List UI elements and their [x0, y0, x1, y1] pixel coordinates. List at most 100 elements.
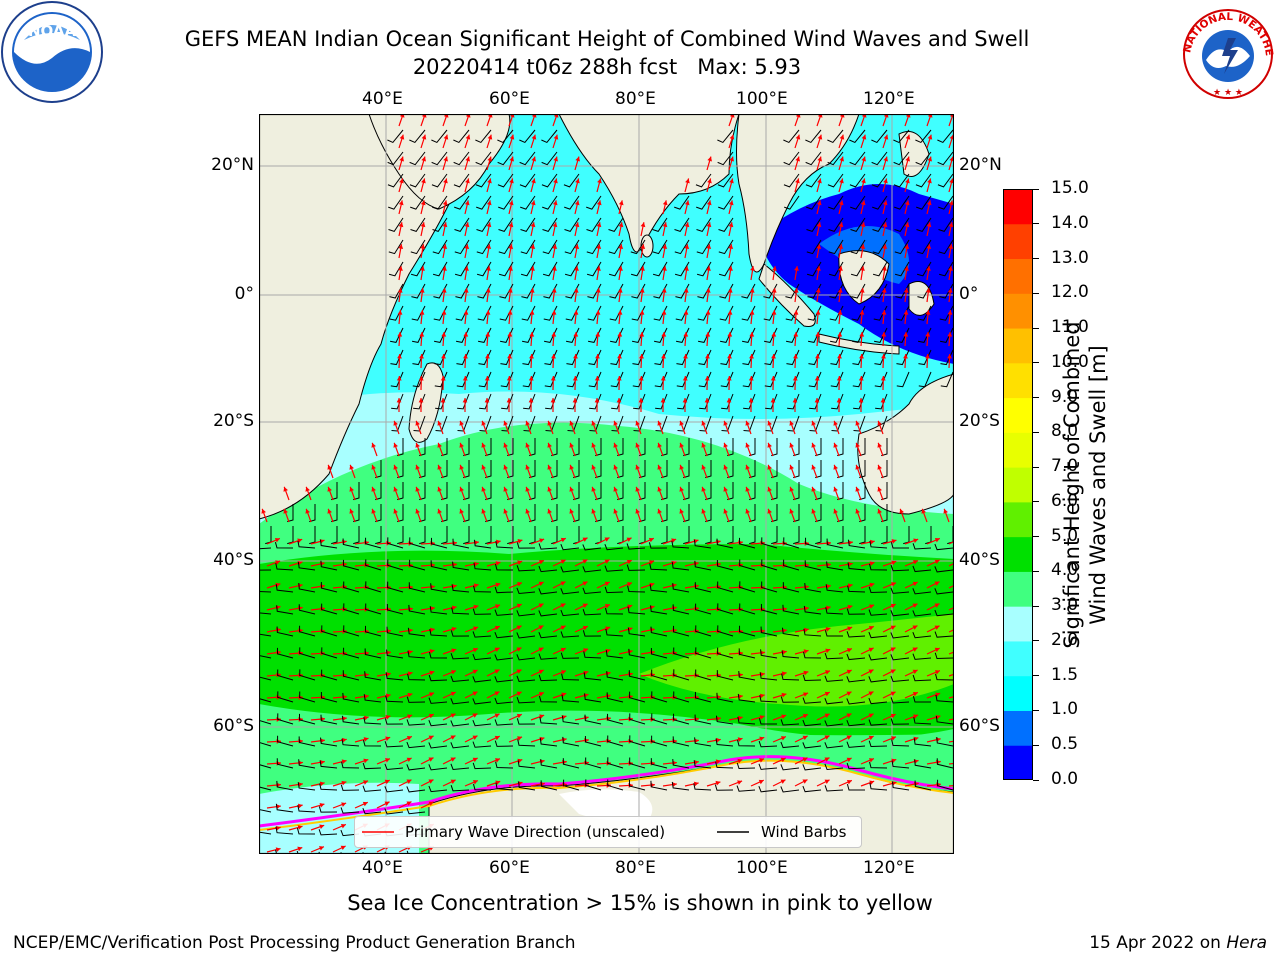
wave-direction-arrowhead [825, 605, 831, 611]
wave-direction-arrow [948, 562, 954, 567]
wave-direction-arrowhead [428, 779, 434, 784]
wind-barb [654, 349, 668, 366]
lon-tick-top-120e: 120°E [863, 89, 915, 109]
wave-direction-arrowhead [385, 693, 391, 699]
wind-barb [654, 371, 668, 388]
map-legend: Primary Wave Direction (unscaled) Wind B… [354, 816, 862, 848]
wave-direction-arrowhead [574, 200, 580, 206]
wind-barb [408, 604, 426, 615]
wave-direction-arrowhead [560, 670, 566, 675]
wave-direction-arrowhead [551, 288, 557, 293]
wind-barb [781, 673, 800, 681]
wind-barb [606, 671, 624, 681]
wave-direction-arrowhead [503, 486, 508, 492]
wave-direction-arrowhead [569, 442, 574, 448]
wave-direction-arrowhead [947, 332, 953, 337]
wind-barb [758, 763, 778, 770]
wind-barb [720, 371, 734, 388]
wind-barb [742, 371, 756, 388]
wave-direction-arrowhead [723, 464, 728, 470]
wind-barb [586, 239, 602, 255]
wind-barb [808, 371, 822, 388]
wave-direction-arrowhead [749, 354, 754, 359]
wind-barb [802, 719, 822, 727]
wave-direction-arrow [948, 540, 954, 545]
colorbar-tick-label: 6.0 [1051, 490, 1079, 511]
wave-direction-arrowhead [595, 310, 601, 315]
wave-direction-arrowhead [473, 561, 479, 567]
wind-barb [672, 759, 690, 769]
wave-direction-arrowhead [657, 442, 662, 448]
wave-direction-arrowhead [481, 464, 486, 470]
wave-direction-arrowhead [494, 758, 500, 763]
colorbar-tick-label: 0.5 [1051, 734, 1079, 755]
wind-barb [626, 564, 646, 571]
wave-direction-arrowhead [486, 244, 492, 249]
wave-direction-arrowhead [745, 420, 750, 426]
wave-direction-arrowhead [406, 736, 412, 741]
wind-barb [387, 559, 404, 571]
wave-direction-arrowhead [934, 581, 940, 586]
wave-direction-arrowhead [393, 464, 398, 470]
colorbar-segment [1003, 362, 1033, 399]
wave-direction-arrowhead [487, 134, 493, 140]
wind-barb [936, 758, 954, 769]
wind-barb [472, 741, 492, 748]
wave-direction-arrowhead [393, 508, 398, 514]
wind-barb [695, 625, 712, 637]
colorbar-tick-mark [1033, 605, 1039, 607]
wave-direction-arrowhead [384, 758, 390, 763]
wave-direction-arrowhead [729, 178, 734, 184]
wind-barb [849, 151, 866, 166]
wind-barb [519, 151, 536, 166]
wave-direction-arrowhead [802, 779, 808, 784]
wind-barb [274, 542, 294, 549]
wind-barb [342, 538, 360, 549]
wind-barb [432, 195, 448, 210]
wave-direction-arrowhead [640, 244, 646, 249]
nws-logo-icon: NATIONAL WEATHER SERVICE ★ ★ ★ [1176, 0, 1275, 99]
wave-direction-arrowhead [891, 736, 897, 741]
wind-barb [868, 654, 888, 661]
wave-direction-arrowhead [516, 669, 522, 674]
wave-direction-arrowhead [934, 670, 940, 675]
wind-barb [507, 526, 514, 545]
wave-direction-arrowhead [693, 781, 699, 787]
wind-barb [629, 757, 646, 769]
wind-barb [560, 588, 580, 595]
wave-direction-arrowhead [767, 442, 772, 448]
wave-direction-arrowhead [635, 508, 640, 514]
wind-barb [672, 583, 690, 593]
wave-direction-arrowhead [737, 780, 743, 785]
wind-barb [520, 195, 536, 210]
wave-direction-arrowhead [437, 464, 442, 470]
wind-barb [501, 393, 514, 410]
wave-direction-arrowhead [868, 647, 874, 653]
wave-direction-arrowhead [463, 288, 469, 293]
wave-direction-arrowhead [594, 376, 600, 381]
wave-direction-arrowhead [538, 581, 544, 587]
wave-direction-arrowhead [486, 222, 492, 228]
wave-direction-arrowhead [826, 584, 831, 589]
wind-barb [626, 543, 646, 550]
wind-barb [454, 261, 470, 277]
wave-direction-arrowhead [817, 178, 822, 184]
wave-direction-arrowhead [397, 310, 403, 315]
wave-direction-arrowhead [340, 824, 346, 829]
wind-barb [868, 697, 888, 705]
wind-barb [516, 654, 536, 661]
wind-barb [494, 740, 514, 747]
wave-direction-arrowhead [825, 627, 831, 632]
wave-direction-arrowhead [421, 134, 427, 140]
wave-direction-arrowhead [591, 508, 596, 514]
wind-barb [717, 603, 734, 615]
wave-direction-arrowhead [340, 845, 346, 851]
lat-tick-left-60s: 60°S [213, 716, 254, 736]
wave-direction-arrowhead [728, 200, 734, 206]
wind-barb [938, 261, 954, 277]
wave-direction-arrowhead [925, 310, 931, 315]
wind-barb [384, 718, 404, 725]
wind-barb [364, 671, 382, 681]
wind-barb [793, 526, 800, 545]
wave-direction-arrowhead [442, 200, 448, 206]
